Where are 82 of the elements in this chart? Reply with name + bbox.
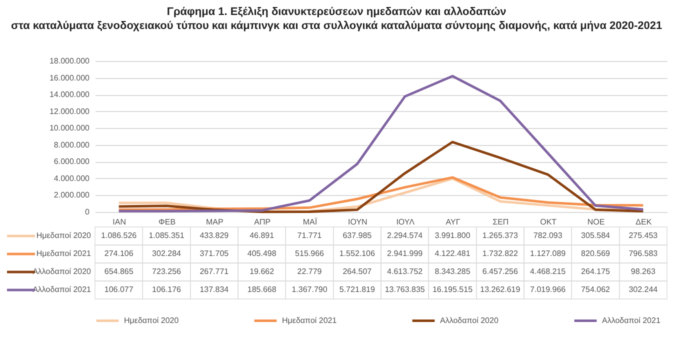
x-tick-label: ΙΟΥΛ <box>396 218 416 226</box>
y-tick-label: 2.000.000 <box>54 190 90 200</box>
data-label: 305.584 <box>581 231 611 240</box>
data-label: 1.127.089 <box>530 249 566 258</box>
chart-subtitle: στα καταλύματα ξενοδοχειακού τύπου και κάμπινγκ και στα συλλογικά καταλύματα σύντομης διαμονής, κατά μήνα 2020-2021 <box>10 20 662 32</box>
data-label: 723.256 <box>152 267 182 276</box>
data-label: 302.244 <box>628 285 658 294</box>
legend-label: Αλλοδαποί 2021 <box>32 285 92 294</box>
text: Αλλοδαποί 2020 <box>440 316 498 325</box>
data-label: 264.175 <box>581 267 611 276</box>
data-label: 782.093 <box>533 231 563 240</box>
legend-label: Ημεδαποί 2021 <box>36 249 92 258</box>
data-label: 13.262.619 <box>480 285 521 294</box>
y-tick-label: 6.000.000 <box>54 157 90 166</box>
data-label: 98.263 <box>630 267 656 276</box>
data-label: 137.834 <box>200 285 230 294</box>
data-label: 106.176 <box>152 285 182 294</box>
x-tick-label: ΝΟΕ <box>587 218 605 226</box>
data-label: 7.019.966 <box>530 285 566 294</box>
data-label: 1.552.106 <box>339 249 376 258</box>
y-tick-label: 4.000.000 <box>54 174 90 183</box>
line-series <box>118 140 644 214</box>
data-label: 2.941.999 <box>387 249 424 258</box>
data-label: 637.985 <box>342 231 372 240</box>
data-label: 22.779 <box>297 267 322 276</box>
chart-title: Γράφημα 1. Εξέλιξη διανυκτερεύσεων ημεδαπών και αλλοδαπών <box>166 6 506 18</box>
data-label: 16.195.515 <box>432 285 474 294</box>
text: Ημεδαποί 2020 <box>124 316 179 325</box>
legend-label: Αλλοδαποί 2020 <box>32 267 92 276</box>
data-label: 4.122.481 <box>434 249 471 258</box>
data-label: 71.771 <box>297 231 322 240</box>
y-tick-label: 14.000.000 <box>49 90 90 100</box>
data-label: 515.966 <box>295 249 325 258</box>
data-label: 433.829 <box>200 231 230 240</box>
y-tick-label: 12.000.000 <box>49 106 90 116</box>
data-label: 1.085.351 <box>148 231 185 240</box>
data-label: 820.569 <box>581 249 611 258</box>
data-label: 8.343.285 <box>434 267 471 276</box>
x-tick-label: ΜΑΡ <box>206 218 224 226</box>
y-tick-label: 18.000.000 <box>49 56 90 66</box>
data-label: 2.294.574 <box>387 231 424 240</box>
y-tick-label: 10.000.000 <box>49 124 90 133</box>
data-label: 796.583 <box>628 249 658 258</box>
data-label: 46.891 <box>250 231 275 240</box>
data-label: 6.457.256 <box>482 267 519 276</box>
data-label: 267.771 <box>200 267 230 276</box>
data-label: 1.086.526 <box>101 231 138 240</box>
y-tick-label: 8.000.000 <box>54 140 90 150</box>
data-label: 185.668 <box>247 285 277 294</box>
data-label: 4.468.215 <box>530 267 566 276</box>
data-label: 405.498 <box>247 249 277 258</box>
data-label: 274.106 <box>104 249 134 258</box>
x-tick-label: ΑΠΡ <box>254 218 271 226</box>
data-label: 3.991.800 <box>434 231 471 240</box>
data-label: 106.077 <box>104 285 134 294</box>
data-label: 13.763.835 <box>384 285 426 294</box>
y-tick-label: 16.000.000 <box>49 73 90 82</box>
text: Ημεδαποί 2021 <box>282 316 337 325</box>
data-label: 754.062 <box>581 285 611 294</box>
data-label: 302.284 <box>152 249 182 258</box>
data-label: 371.705 <box>200 249 230 258</box>
data-label: 1.367.790 <box>292 285 328 294</box>
data-label: 1.265.373 <box>482 231 519 240</box>
data-label: 654.865 <box>104 267 134 276</box>
data-label: 4.613.752 <box>387 267 424 276</box>
x-tick-label: ΙΟΥΝ <box>348 218 368 226</box>
x-tick-label: ΣΕΠ <box>492 218 509 226</box>
x-tick-label: ΔΕΚ <box>636 218 652 226</box>
data-label: 264.507 <box>342 267 372 276</box>
x-tick-label: ΦΕΒ <box>158 218 176 226</box>
y-tick-label: 0 <box>85 208 90 216</box>
x-tick-label: ΙΑΝ <box>112 218 126 226</box>
data-label: 5.721.819 <box>339 285 376 294</box>
legend-label: Ημεδαποί 2020 <box>36 231 92 240</box>
data-label: 1.732.822 <box>482 249 519 258</box>
x-tick-label: ΜΑΪ <box>302 218 318 226</box>
text: Αλλοδαποί 2021 <box>602 316 660 325</box>
x-tick-label: ΟΚΤ <box>540 218 557 226</box>
x-tick-label: ΑΥΓ <box>446 218 461 226</box>
line-series <box>118 74 644 212</box>
data-label: 275.453 <box>628 231 658 240</box>
data-label: 19.662 <box>250 267 275 276</box>
